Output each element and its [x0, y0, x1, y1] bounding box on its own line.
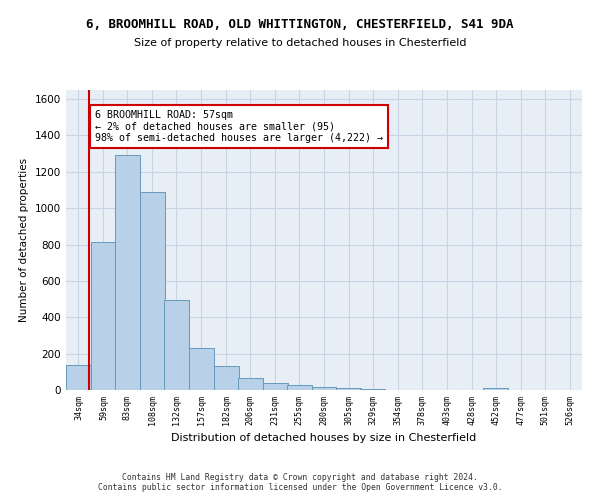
Y-axis label: Number of detached properties: Number of detached properties — [19, 158, 29, 322]
Bar — [164, 300, 189, 390]
Bar — [337, 388, 361, 390]
Bar — [66, 366, 91, 390]
Bar — [361, 389, 385, 390]
Bar — [91, 242, 116, 390]
Text: Size of property relative to detached houses in Chesterfield: Size of property relative to detached ho… — [134, 38, 466, 48]
X-axis label: Distribution of detached houses by size in Chesterfield: Distribution of detached houses by size … — [172, 433, 476, 443]
Bar — [238, 378, 263, 390]
Text: 6 BROOMHILL ROAD: 57sqm
← 2% of detached houses are smaller (95)
98% of semi-det: 6 BROOMHILL ROAD: 57sqm ← 2% of detached… — [95, 110, 383, 143]
Text: 6, BROOMHILL ROAD, OLD WHITTINGTON, CHESTERFIELD, S41 9DA: 6, BROOMHILL ROAD, OLD WHITTINGTON, CHES… — [86, 18, 514, 30]
Bar — [189, 348, 214, 390]
Bar — [140, 192, 165, 390]
Bar — [263, 383, 287, 390]
Bar — [214, 366, 239, 390]
Bar — [483, 388, 508, 390]
Bar — [311, 388, 337, 390]
Bar — [287, 386, 311, 390]
Bar — [115, 156, 140, 390]
Text: Contains HM Land Registry data © Crown copyright and database right 2024.
Contai: Contains HM Land Registry data © Crown c… — [98, 473, 502, 492]
